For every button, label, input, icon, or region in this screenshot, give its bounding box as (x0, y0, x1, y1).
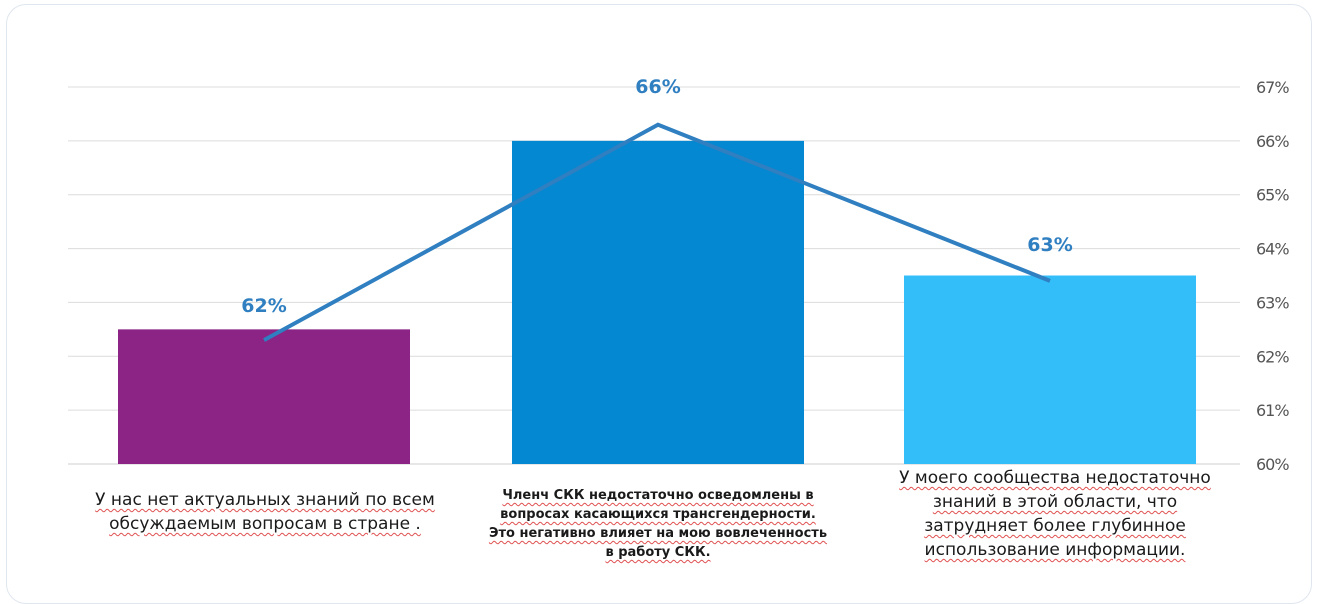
y-tick-label: 60% (1256, 455, 1289, 474)
bar-2 (904, 275, 1196, 464)
category-label-0: У нас нет актуальных знаний по всем обсу… (95, 490, 435, 534)
y-tick-label: 63% (1256, 293, 1289, 312)
y-tick-label: 67% (1256, 78, 1289, 97)
bar-1 (512, 140, 804, 464)
trend-line (263, 122, 1051, 342)
category-label-2: У моего сообщества недостаточно знаний в… (899, 468, 1211, 560)
data-label-0: 62% (241, 295, 286, 317)
y-tick-label: 62% (1256, 347, 1289, 366)
bar-0 (118, 329, 410, 464)
y-tick-label: 66% (1256, 132, 1289, 151)
data-label-2: 63% (1027, 234, 1072, 256)
y-tick-label: 65% (1256, 186, 1289, 205)
y-tick-label: 64% (1256, 240, 1289, 259)
category-label-1: Членч СКК недостаточно осведомлены в воп… (488, 488, 828, 560)
y-tick-label: 61% (1256, 401, 1289, 420)
data-label-1: 66% (635, 76, 680, 98)
